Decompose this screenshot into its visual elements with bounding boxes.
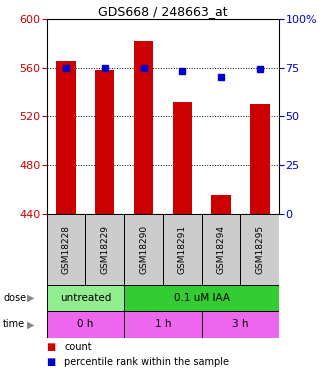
Bar (124, 285, 279, 311)
Bar (124, 214, 163, 285)
Text: GSM18290: GSM18290 (139, 225, 148, 274)
Text: dose: dose (3, 293, 26, 303)
Bar (47, 285, 124, 311)
Text: 0.1 uM IAA: 0.1 uM IAA (174, 293, 230, 303)
Bar (250, 104, 270, 214)
Bar (95, 70, 114, 214)
Text: count: count (64, 342, 92, 352)
Text: ▶: ▶ (27, 293, 34, 303)
Bar (47, 311, 124, 338)
Text: 1 h: 1 h (155, 320, 171, 329)
Text: percentile rank within the sample: percentile rank within the sample (64, 357, 229, 367)
Text: ▶: ▶ (27, 320, 34, 329)
Bar (202, 311, 279, 338)
Bar (173, 102, 192, 214)
Text: GSM18229: GSM18229 (100, 225, 109, 274)
Text: time: time (3, 320, 25, 329)
Text: GSM18228: GSM18228 (61, 225, 70, 274)
Text: GSM18294: GSM18294 (217, 225, 226, 274)
Text: ■: ■ (47, 357, 56, 367)
Bar (134, 41, 153, 214)
Text: 0 h: 0 h (77, 320, 93, 329)
Text: GSM18295: GSM18295 (256, 225, 265, 274)
Text: GSM18291: GSM18291 (178, 225, 187, 274)
Bar (124, 311, 202, 338)
Text: untreated: untreated (60, 293, 111, 303)
Text: 3 h: 3 h (232, 320, 249, 329)
Bar (47, 214, 85, 285)
Bar (85, 214, 124, 285)
Title: GDS668 / 248663_at: GDS668 / 248663_at (98, 4, 228, 18)
Bar (202, 214, 240, 285)
Text: ■: ■ (47, 342, 56, 352)
Bar (56, 62, 76, 214)
Bar (163, 214, 202, 285)
Bar (212, 195, 231, 214)
Bar (240, 214, 279, 285)
